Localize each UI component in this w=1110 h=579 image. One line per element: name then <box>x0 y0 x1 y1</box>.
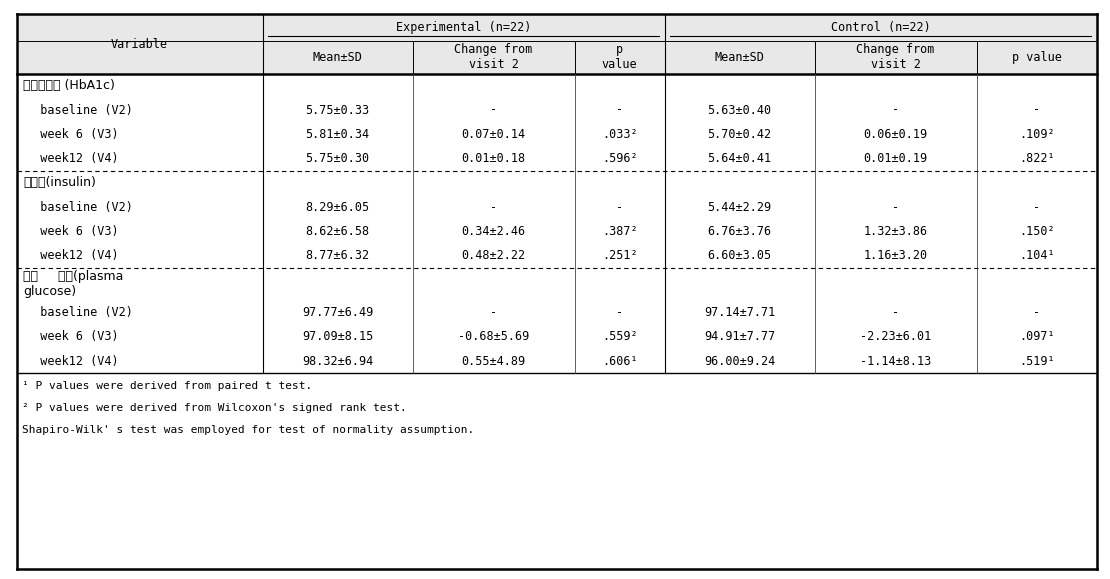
Text: Change from
visit 2: Change from visit 2 <box>454 43 533 71</box>
Text: week 6 (V3): week 6 (V3) <box>26 225 118 238</box>
Text: 인싸린(insulin): 인싸린(insulin) <box>23 177 97 189</box>
Text: .033²: .033² <box>602 128 637 141</box>
Text: 1.32±3.86: 1.32±3.86 <box>864 225 928 238</box>
Text: 5.75±0.33: 5.75±0.33 <box>305 104 370 116</box>
Text: 혁중     혁당(plasma
glucose): 혁중 혁당(plasma glucose) <box>23 270 123 298</box>
Text: week12 (V4): week12 (V4) <box>26 250 118 262</box>
Text: -: - <box>491 306 497 319</box>
Text: -: - <box>616 201 623 214</box>
Text: baseline (V2): baseline (V2) <box>26 201 132 214</box>
Text: .150²: .150² <box>1019 225 1054 238</box>
Text: -: - <box>892 306 899 319</box>
Text: ¹ P values were derived from paired t test.: ¹ P values were derived from paired t te… <box>22 381 312 391</box>
Text: 8.62±6.58: 8.62±6.58 <box>305 225 370 238</box>
Text: -: - <box>1033 104 1040 116</box>
Text: -: - <box>491 104 497 116</box>
Text: 6.60±3.05: 6.60±3.05 <box>707 250 771 262</box>
Text: .596²: .596² <box>602 152 637 165</box>
Bar <box>17 14 1097 74</box>
Text: 97.14±7.71: 97.14±7.71 <box>704 306 775 319</box>
Text: 5.75±0.30: 5.75±0.30 <box>305 152 370 165</box>
Text: 0.34±2.46: 0.34±2.46 <box>462 225 526 238</box>
Text: Variable: Variable <box>111 38 168 50</box>
Text: -: - <box>892 201 899 214</box>
Text: .559²: .559² <box>602 331 637 343</box>
Text: -: - <box>892 104 899 116</box>
Text: ² P values were derived from Wilcoxon's signed rank test.: ² P values were derived from Wilcoxon's … <box>22 403 407 413</box>
Text: 5.63±0.40: 5.63±0.40 <box>707 104 771 116</box>
Text: week12 (V4): week12 (V4) <box>26 152 118 165</box>
Text: 5.70±0.42: 5.70±0.42 <box>707 128 771 141</box>
Text: 0.06±0.19: 0.06±0.19 <box>864 128 928 141</box>
Text: -: - <box>616 306 623 319</box>
Text: 5.64±0.41: 5.64±0.41 <box>707 152 771 165</box>
Text: 94.91±7.77: 94.91±7.77 <box>704 331 775 343</box>
Text: -0.68±5.69: -0.68±5.69 <box>458 331 529 343</box>
Text: 당화혁색소 (HbA1c): 당화혁색소 (HbA1c) <box>23 79 115 92</box>
Text: 0.48±2.22: 0.48±2.22 <box>462 250 526 262</box>
Text: p value: p value <box>1011 51 1061 64</box>
Text: 0.55±4.89: 0.55±4.89 <box>462 355 526 368</box>
Text: 97.77±6.49: 97.77±6.49 <box>302 306 373 319</box>
Text: week12 (V4): week12 (V4) <box>26 355 118 368</box>
Text: Mean±SD: Mean±SD <box>715 51 765 64</box>
Text: -: - <box>1033 201 1040 214</box>
Text: p
value: p value <box>602 43 637 71</box>
Text: 8.29±6.05: 8.29±6.05 <box>305 201 370 214</box>
Text: .251²: .251² <box>602 250 637 262</box>
Text: week 6 (V3): week 6 (V3) <box>26 128 118 141</box>
Text: -: - <box>1033 306 1040 319</box>
Text: -2.23±6.01: -2.23±6.01 <box>860 331 931 343</box>
Text: .109²: .109² <box>1019 128 1054 141</box>
Text: Change from
visit 2: Change from visit 2 <box>857 43 935 71</box>
Text: 5.81±0.34: 5.81±0.34 <box>305 128 370 141</box>
Text: Shapiro-Wilk' s test was employed for test of normality assumption.: Shapiro-Wilk' s test was employed for te… <box>22 425 474 435</box>
Text: -: - <box>616 104 623 116</box>
Text: Experimental (n=22): Experimental (n=22) <box>396 21 532 34</box>
Text: 96.00±9.24: 96.00±9.24 <box>704 355 775 368</box>
Text: 0.07±0.14: 0.07±0.14 <box>462 128 526 141</box>
Text: 0.01±0.19: 0.01±0.19 <box>864 152 928 165</box>
Text: baseline (V2): baseline (V2) <box>26 306 132 319</box>
Text: -: - <box>491 201 497 214</box>
Text: 6.76±3.76: 6.76±3.76 <box>707 225 771 238</box>
Text: .097¹: .097¹ <box>1019 331 1054 343</box>
Text: 97.09±8.15: 97.09±8.15 <box>302 331 373 343</box>
Text: .104¹: .104¹ <box>1019 250 1054 262</box>
Text: baseline (V2): baseline (V2) <box>26 104 132 116</box>
Text: .519¹: .519¹ <box>1019 355 1054 368</box>
Text: 1.16±3.20: 1.16±3.20 <box>864 250 928 262</box>
Text: 98.32±6.94: 98.32±6.94 <box>302 355 373 368</box>
Text: .606¹: .606¹ <box>602 355 637 368</box>
Text: 0.01±0.18: 0.01±0.18 <box>462 152 526 165</box>
Text: .387²: .387² <box>602 225 637 238</box>
Text: 8.77±6.32: 8.77±6.32 <box>305 250 370 262</box>
Text: Mean±SD: Mean±SD <box>313 51 363 64</box>
Text: 5.44±2.29: 5.44±2.29 <box>707 201 771 214</box>
Text: -1.14±8.13: -1.14±8.13 <box>860 355 931 368</box>
Text: .822¹: .822¹ <box>1019 152 1054 165</box>
Text: week 6 (V3): week 6 (V3) <box>26 331 118 343</box>
Text: Control (n=22): Control (n=22) <box>830 21 930 34</box>
